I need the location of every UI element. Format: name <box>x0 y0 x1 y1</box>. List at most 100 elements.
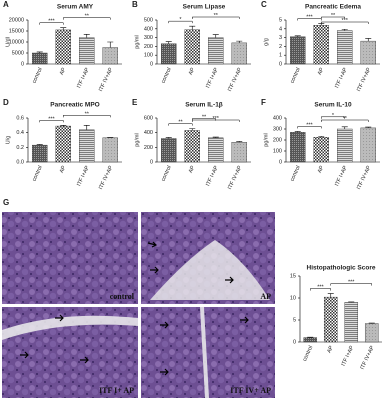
bar <box>232 43 247 64</box>
bar <box>290 37 305 64</box>
y-tick-label: 100 <box>273 148 282 154</box>
bar <box>290 132 305 162</box>
y-tick-label: 0 <box>279 61 282 67</box>
y-axis-label: g/g <box>263 38 269 46</box>
x-tick-label: control <box>31 165 43 183</box>
significance-label: ** <box>331 13 336 19</box>
x-tick-label: ITF I+AP <box>341 345 356 368</box>
y-tick-label: 20000 <box>9 17 24 23</box>
y-tick-label: 100 <box>144 53 153 59</box>
x-tick-label: ITF IV+AP <box>98 67 114 93</box>
significance-label: *** <box>342 18 349 24</box>
bar <box>32 145 47 162</box>
histology-images: control AP ITF I+ AP ITF IV+ AP <box>2 212 275 398</box>
y-tick-label: 400 <box>144 130 153 136</box>
significance-label: *** <box>348 280 355 286</box>
x-tick-label: ITF IV+AP <box>356 165 372 191</box>
bar <box>314 25 329 64</box>
bar <box>232 142 247 162</box>
y-tick-label: 0 <box>150 159 153 165</box>
significance-label: * <box>332 113 335 119</box>
x-tick-label: ITF I+AP <box>205 165 220 188</box>
x-tick-label: AP <box>188 165 197 174</box>
x-tick-label: AP <box>317 67 326 76</box>
x-tick-label: ITF I+AP <box>334 67 349 90</box>
y-tick-label: 5 <box>279 17 282 23</box>
chart-title: Pancreatic MPO <box>50 102 100 109</box>
chart-title: Serum AMY <box>57 4 94 11</box>
y-tick-label: 500 <box>144 17 153 23</box>
significance-label: *** <box>306 122 313 128</box>
significance-label: ** <box>343 116 348 122</box>
image-label: ITF I+ AP <box>99 386 134 395</box>
panel-label: B <box>132 0 138 9</box>
bar <box>361 128 376 162</box>
y-tick-label: 0 <box>279 159 282 165</box>
error-bar <box>107 42 113 48</box>
panel-label: F <box>261 98 266 107</box>
y-tick-label: 3 <box>279 35 282 41</box>
significance-label: ** <box>85 111 90 117</box>
significance-label: ** <box>85 14 90 20</box>
bar <box>185 130 200 162</box>
bar <box>304 338 317 342</box>
chart-title: Serum IL-10 <box>314 102 352 109</box>
x-tick-label: control <box>160 67 172 85</box>
significance-label: *** <box>213 116 220 122</box>
y-axis-label: pg/ml <box>134 35 140 48</box>
bar <box>32 53 47 64</box>
significance-label: ** <box>178 120 183 126</box>
error-bar <box>236 41 242 43</box>
error-bar <box>84 125 90 129</box>
y-axis-label: U/g <box>5 136 11 145</box>
panel-label: C <box>261 0 267 9</box>
y-tick-label: 15 <box>290 273 296 279</box>
x-tick-label: AP <box>317 165 326 174</box>
y-tick-label: 400 <box>144 26 153 32</box>
x-tick-label: AP <box>59 67 68 76</box>
error-bar <box>84 34 90 37</box>
significance-label: *** <box>48 116 55 122</box>
y-tick-label: 300 <box>273 126 282 132</box>
bar <box>161 44 176 64</box>
y-tick-label: 0.4 <box>16 130 24 136</box>
image-label: control <box>110 292 135 301</box>
error-bar <box>189 26 195 30</box>
y-tick-label: 0 <box>150 61 153 67</box>
bar <box>185 30 200 64</box>
y-tick-label: 0 <box>21 61 24 67</box>
significance-label: *** <box>48 19 55 25</box>
panel-label: D <box>3 98 9 107</box>
significance-label: *** <box>317 285 324 291</box>
panel-label: G <box>3 198 9 207</box>
bar <box>324 297 337 342</box>
chart-title: Serum Lipase <box>183 4 226 11</box>
bar <box>208 138 223 162</box>
x-tick-label: ITF IV+AP <box>227 165 243 191</box>
x-tick-label: AP <box>326 345 335 354</box>
error-bar <box>60 28 66 30</box>
panel-label: E <box>132 98 138 107</box>
error-bar <box>365 38 371 41</box>
y-axis-label: pg/ml <box>134 133 140 146</box>
significance-label: *** <box>306 14 313 20</box>
y-tick-label: 200 <box>144 145 153 151</box>
x-tick-label: ITF I+AP <box>205 67 220 90</box>
x-tick-label: ITF IV+AP <box>356 67 372 93</box>
significance-label: ** <box>202 115 207 121</box>
bar <box>337 31 352 64</box>
y-tick-label: 5 <box>293 317 296 323</box>
y-tick-label: 4 <box>279 26 282 32</box>
bar <box>79 130 94 162</box>
y-tick-label: 200 <box>273 137 282 143</box>
y-tick-label: 600 <box>144 115 153 121</box>
error-bar <box>213 35 219 38</box>
y-tick-label: 2 <box>279 44 282 50</box>
bar <box>361 41 376 64</box>
x-tick-label: ITF IV+AP <box>98 165 114 191</box>
error-bar <box>166 42 172 44</box>
image-label: AP <box>260 292 271 301</box>
chart-title: Histopathologic Score <box>307 265 376 272</box>
